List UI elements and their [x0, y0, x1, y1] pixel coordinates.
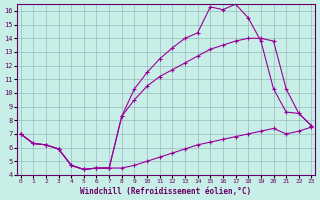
X-axis label: Windchill (Refroidissement éolien,°C): Windchill (Refroidissement éolien,°C): [80, 187, 252, 196]
